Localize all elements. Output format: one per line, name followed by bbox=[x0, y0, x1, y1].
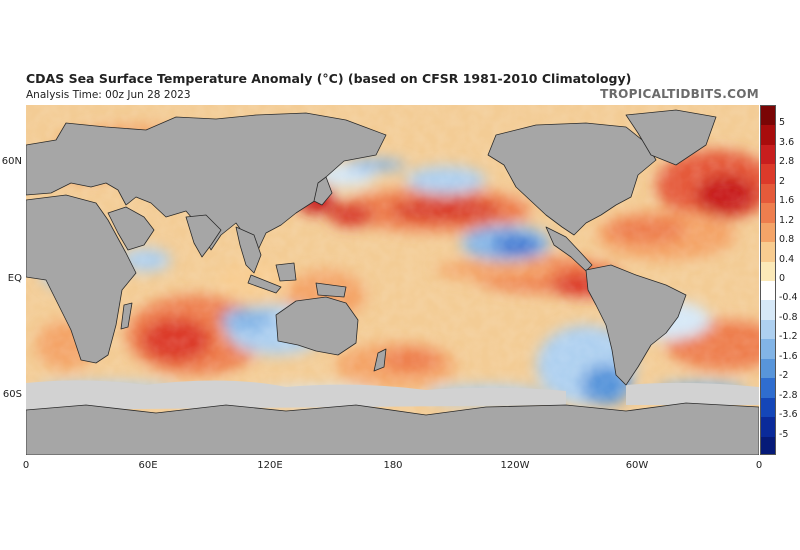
land-indochina bbox=[235, 226, 262, 274]
colorbar-segment bbox=[761, 319, 775, 340]
lon-label-0-right: 0 bbox=[755, 460, 763, 471]
colorbar-tick-label: 0.4 bbox=[779, 253, 795, 265]
colorbar-segment bbox=[761, 378, 775, 399]
colorbar-segment bbox=[761, 261, 775, 282]
land-indonesia-2 bbox=[275, 262, 297, 282]
colorbar-tick-label: -1.6 bbox=[779, 350, 798, 362]
land-india bbox=[185, 214, 222, 258]
analysis-time: Analysis Time: 00z Jun 28 2023 bbox=[26, 89, 191, 101]
colorbar-segment bbox=[761, 300, 775, 321]
lat-label-60n: 60N bbox=[1, 156, 22, 167]
colorbar-tick-label: 1.2 bbox=[779, 214, 795, 226]
colorbar-segment bbox=[761, 144, 775, 165]
colorbar-segment bbox=[761, 203, 775, 224]
land-masses bbox=[26, 109, 759, 455]
site-credit: TROPICALTIDBITS.COM bbox=[600, 87, 759, 101]
colorbar-tick-label: 3.6 bbox=[779, 136, 795, 148]
map-canvas bbox=[26, 105, 759, 455]
land-madagascar bbox=[120, 302, 133, 330]
colorbar-tick-label: 2 bbox=[779, 175, 786, 187]
lat-label-60s: 60S bbox=[2, 389, 22, 400]
colorbar bbox=[760, 105, 776, 455]
lon-label-120w: 120W bbox=[500, 460, 530, 471]
colorbar-segment bbox=[761, 358, 775, 379]
colorbar-tick-label: 1.6 bbox=[779, 195, 795, 207]
lon-label-180: 180 bbox=[383, 460, 403, 471]
land-antarctica bbox=[26, 402, 759, 455]
colorbar-segment bbox=[761, 397, 775, 418]
colorbar-segment bbox=[761, 164, 775, 185]
colorbar-segment bbox=[761, 106, 775, 126]
land-arabia bbox=[107, 206, 155, 251]
land-newguinea bbox=[315, 282, 347, 298]
land-japan bbox=[313, 176, 333, 206]
land-north-america bbox=[487, 122, 657, 236]
lon-label-60e: 60E bbox=[138, 460, 158, 471]
sst-anomaly-map bbox=[26, 105, 759, 455]
lon-label-120e: 120E bbox=[257, 460, 283, 471]
land-africa bbox=[26, 194, 137, 364]
colorbar-tick-label: -5 bbox=[779, 428, 789, 440]
colorbar-segment bbox=[761, 222, 775, 243]
map-title: CDAS Sea Surface Temperature Anomaly (°C… bbox=[26, 71, 632, 86]
colorbar-tick-label: 2.8 bbox=[779, 156, 795, 168]
colorbar-tick-label: -1.2 bbox=[779, 331, 798, 343]
land-eurasia bbox=[26, 112, 387, 251]
colorbar-segment bbox=[761, 242, 775, 263]
colorbar-segment bbox=[761, 183, 775, 204]
colorbar-tick-label: -0.8 bbox=[779, 311, 798, 323]
land-greenland bbox=[625, 109, 717, 166]
colorbar-segment bbox=[761, 339, 775, 360]
colorbar-tick-label: -0.4 bbox=[779, 292, 798, 304]
colorbar-tick-label: -2 bbox=[779, 370, 789, 382]
land-south-america bbox=[585, 264, 687, 386]
colorbar-tick-label: 5 bbox=[779, 117, 786, 129]
colorbar-segment bbox=[761, 125, 775, 146]
land-australia bbox=[275, 296, 359, 356]
colorbar-tick-label: -3.6 bbox=[779, 409, 798, 421]
colorbar-tick-label: 0.8 bbox=[779, 234, 795, 246]
land-indonesia-1 bbox=[247, 274, 282, 294]
lat-label-eq: EQ bbox=[7, 273, 22, 284]
land-central-america bbox=[545, 226, 593, 272]
colorbar-tick-label: 0 bbox=[779, 273, 786, 284]
lon-label-0: 0 bbox=[22, 460, 30, 471]
lon-label-60w: 60W bbox=[625, 460, 649, 471]
colorbar-segment bbox=[761, 281, 775, 301]
sea-ice bbox=[26, 380, 759, 410]
colorbar-segment bbox=[761, 417, 775, 438]
land-newzealand bbox=[373, 348, 387, 372]
colorbar-tick-label: -2.8 bbox=[779, 389, 798, 401]
colorbar-segment bbox=[761, 436, 775, 454]
